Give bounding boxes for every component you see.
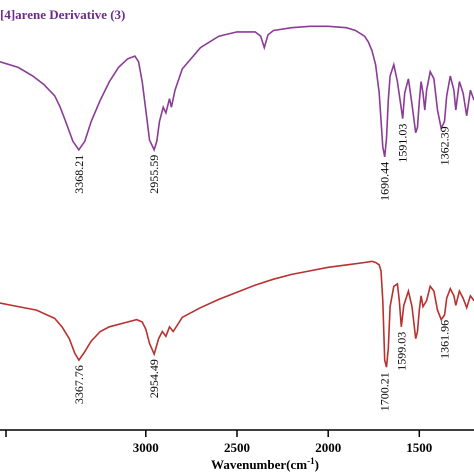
series-line-0	[0, 25, 474, 158]
peak-label-8: 1599.03	[394, 332, 408, 371]
peak-label-2: 1690.44	[378, 162, 392, 201]
x-tick-label-0: 3000	[133, 440, 159, 455]
peak-label-9: 1361.96	[438, 320, 452, 359]
peak-labels-layer: 3368.21 2955.59 1690.44 1591.03 1362.39 3367.…	[72, 124, 452, 412]
x-axis-label-exponent: -1	[307, 456, 315, 466]
peak-label-1: 2955.59	[147, 155, 161, 194]
x-axis-label-close: )	[315, 457, 319, 472]
peak-label-3: 1591.03	[396, 124, 410, 163]
x-axis-label-text: Wavenumber(cm	[211, 457, 307, 472]
x-axis-ticks: 3000 2500 2000 1500	[5, 430, 432, 455]
series-layer	[0, 25, 474, 368]
x-axis-label: Wavenumber(cm-1)	[211, 456, 319, 472]
peak-label-6: 2954.49	[147, 359, 161, 398]
x-tick-label-2: 2000	[315, 440, 341, 455]
peak-label-4: 1362.39	[438, 126, 452, 165]
x-tick-label-3: 1500	[406, 440, 432, 455]
peak-label-0: 3368.21	[72, 155, 86, 194]
peak-label-7: 1700.21	[378, 372, 392, 411]
chart-title: [4]arene Derivative (3)	[0, 7, 125, 22]
x-tick-label-1: 2500	[224, 440, 250, 455]
series-line-1	[0, 260, 474, 368]
peak-label-5: 3367.76	[72, 365, 86, 404]
